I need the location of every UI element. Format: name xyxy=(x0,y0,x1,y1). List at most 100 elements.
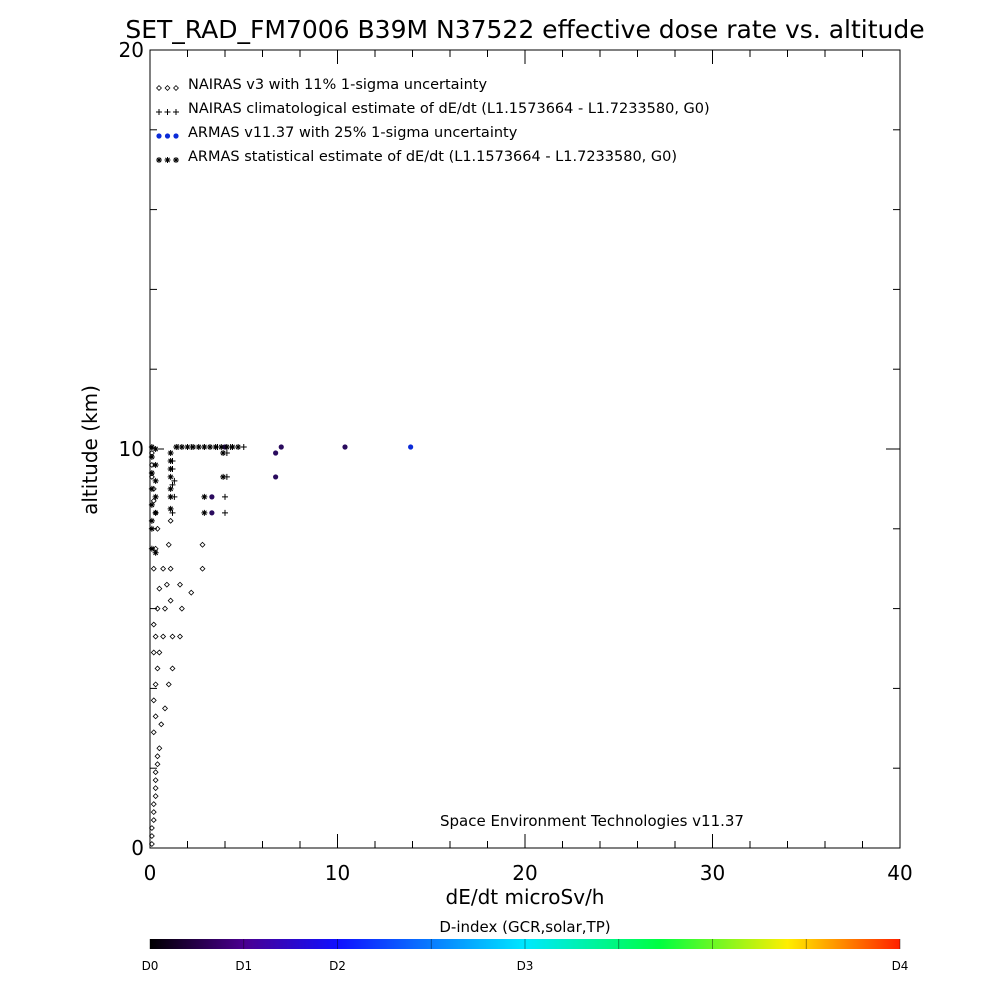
diamond-marker xyxy=(148,825,155,832)
diamond-marker xyxy=(152,713,159,720)
asterisk-marker xyxy=(212,444,219,451)
diamond-marker xyxy=(163,581,170,588)
asterisk-marker xyxy=(220,449,227,456)
diamond-marker xyxy=(178,605,185,612)
asterisk-marker xyxy=(229,444,236,451)
plot-frame xyxy=(149,49,901,849)
diamond-marker xyxy=(162,605,168,612)
diamond-marker xyxy=(154,665,161,672)
asterisk-marker xyxy=(156,157,162,163)
colorbar-labels: D0 D1 D2 D3 D4 xyxy=(142,959,909,973)
legend-entry-label: NAIRAS climatological estimate of dE/dt … xyxy=(188,101,710,117)
asterisk-marker xyxy=(223,444,230,451)
diamond-marker xyxy=(150,729,157,736)
diamond-marker xyxy=(167,517,174,524)
asterisk-marker xyxy=(201,509,208,516)
asterisk-marker xyxy=(148,517,155,524)
dot-marker xyxy=(342,444,348,450)
diamond-marker xyxy=(154,753,161,760)
diamond-marker xyxy=(199,541,206,548)
diamond-marker xyxy=(154,605,161,612)
diamond-marker xyxy=(156,745,163,752)
asterisk-marker xyxy=(201,493,208,500)
axis-ticks xyxy=(149,49,901,849)
y-axis-label: altitude (km) xyxy=(78,385,102,515)
colorbar-ticks xyxy=(149,939,901,949)
diamond-marker xyxy=(167,565,174,572)
plus-marker xyxy=(222,493,228,500)
y-tick-label: 0 xyxy=(131,836,144,860)
legend: NAIRAS v3 with 11% 1-sigma uncertainty NA… xyxy=(156,77,710,165)
plus-marker xyxy=(171,477,178,484)
asterisk-marker xyxy=(167,473,174,480)
diamond-marker xyxy=(150,621,157,628)
dot-marker xyxy=(209,494,215,500)
dot-marker xyxy=(173,133,179,139)
diamond-marker xyxy=(152,633,159,640)
x-tick-label: 30 xyxy=(700,861,725,885)
asterisk-marker xyxy=(152,477,159,484)
x-tick-label: 20 xyxy=(512,861,537,885)
diamond-marker xyxy=(152,769,159,776)
asterisk-marker xyxy=(167,505,174,512)
asterisk-marker xyxy=(167,449,174,456)
diamond-marker xyxy=(150,801,157,808)
dot-marker xyxy=(164,133,171,139)
colorbar-label: D2 xyxy=(329,959,346,973)
diamond-marker xyxy=(160,565,167,572)
asterisk-marker xyxy=(152,493,159,500)
colorbar-label: D1 xyxy=(235,959,252,973)
asterisk-marker xyxy=(167,493,174,500)
diamond-marker xyxy=(165,681,172,688)
legend-entry-label: NAIRAS v3 with 11% 1-sigma uncertainty xyxy=(188,77,487,93)
legend-entry-label: ARMAS v11.37 with 25% 1-sigma uncertaint… xyxy=(188,125,518,141)
diamond-marker xyxy=(165,541,172,548)
diamond-marker xyxy=(156,585,163,592)
asterisk-marker xyxy=(201,444,208,451)
dot-marker xyxy=(209,510,215,516)
diamond-marker xyxy=(154,525,161,532)
data-marks xyxy=(148,444,414,847)
diamond-marker xyxy=(148,833,155,839)
diamond-marker xyxy=(148,841,155,847)
diamond-marker xyxy=(156,85,162,91)
asterisk-marker xyxy=(152,549,159,556)
diamond-marker xyxy=(150,809,157,816)
x-tick-label: 10 xyxy=(325,861,350,885)
credit-annotation: Space Environment Technologies v11.37 xyxy=(440,812,744,830)
diamond-marker xyxy=(150,649,157,656)
colorbar-label: D4 xyxy=(892,959,909,973)
asterisk-marker xyxy=(195,444,202,451)
asterisk-marker xyxy=(152,509,159,516)
colorbar-label: D3 xyxy=(517,959,534,973)
diamond-marker xyxy=(164,85,171,91)
diamond-marker xyxy=(150,565,157,572)
diamond-marker xyxy=(156,649,163,656)
asterisk-marker xyxy=(164,157,171,163)
diamond-marker xyxy=(152,785,159,792)
asterisk-marker xyxy=(173,444,180,451)
asterisk-marker xyxy=(184,444,191,451)
asterisk-marker xyxy=(220,473,227,480)
y-tick-labels: 0 10 20 xyxy=(119,38,144,860)
asterisk-marker xyxy=(148,501,155,508)
asterisk-marker xyxy=(207,444,213,451)
asterisk-marker xyxy=(148,444,155,451)
plus-marker xyxy=(164,109,171,115)
dot-marker xyxy=(408,444,414,450)
dot-marker xyxy=(278,444,284,450)
diamond-marker xyxy=(148,473,155,480)
y-tick-label: 20 xyxy=(119,38,144,62)
diamond-marker xyxy=(152,681,159,688)
colorbar-label: D0 xyxy=(142,959,159,973)
asterisk-marker xyxy=(148,485,155,492)
asterisk-marker xyxy=(218,444,225,451)
asterisk-marker xyxy=(148,545,155,552)
x-tick-label: 40 xyxy=(887,861,912,885)
diamond-marker xyxy=(152,777,159,784)
asterisk-marker xyxy=(235,444,242,451)
plus-marker xyxy=(222,509,228,516)
diamond-marker xyxy=(173,85,179,91)
colorbar-title: D-index (GCR,solar,TP) xyxy=(439,918,610,936)
